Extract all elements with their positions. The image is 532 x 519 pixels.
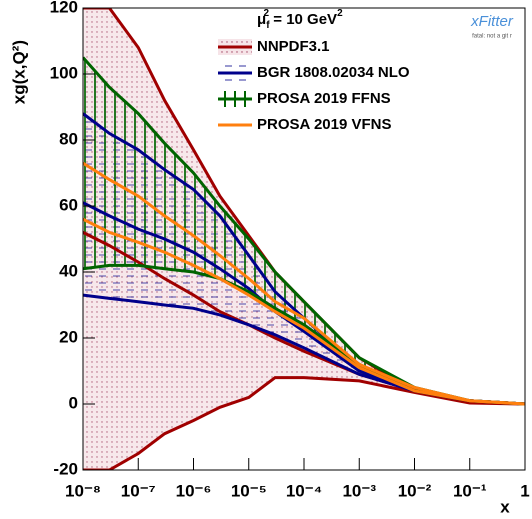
x-tick-label: 10⁻⁴ — [286, 481, 322, 500]
legend-label: NNPDF3.1 — [257, 38, 330, 55]
y-tick-label: 60 — [59, 195, 78, 214]
y-tick-label: 40 — [59, 261, 78, 280]
legend-label: PROSA 2019 FFNS — [257, 90, 391, 107]
x-tick-label: 10⁻² — [398, 481, 432, 500]
x-axis-label: x — [500, 497, 510, 516]
legend-title-part: = 10 GeV — [269, 11, 337, 28]
logo-subtitle: fatal: not a git r — [472, 34, 512, 40]
plot-area — [83, 8, 525, 470]
band-line — [83, 217, 525, 406]
legend-title-part: μ — [257, 11, 266, 28]
band-area — [83, 8, 525, 470]
legend-title-part: 2 — [337, 8, 343, 19]
band-line — [83, 161, 525, 406]
legend-title-part: 2 — [264, 8, 270, 19]
x-tick-label: 10⁻³ — [342, 481, 376, 500]
y-tick-label: -20 — [53, 459, 78, 478]
y-tick-label: 120 — [50, 0, 78, 16]
band-line — [83, 376, 525, 470]
legend-label: PROSA 2019 VFNS — [257, 116, 392, 133]
legend-label: BGR 1808.02034 NLO — [257, 64, 410, 81]
x-tick-label: 1 — [520, 481, 529, 500]
y-tick-label: 100 — [50, 63, 78, 82]
logo-title: xFitter — [470, 13, 514, 30]
y-tick-label: 80 — [59, 129, 78, 148]
x-tick-label: 10⁻⁸ — [65, 481, 101, 500]
band-area — [83, 57, 525, 404]
y-tick-label: 20 — [59, 327, 78, 346]
legend-title-part: f — [266, 20, 270, 31]
x-tick-label: 10⁻¹ — [453, 481, 487, 500]
x-tick-label: 10⁻⁵ — [231, 481, 267, 500]
y-axis-label: xg(x,Q²) — [9, 40, 28, 104]
y-tick-label: 0 — [69, 393, 78, 412]
x-tick-label: 10⁻⁷ — [121, 481, 156, 500]
legend-title: μf2 = 10 GeV2 — [257, 8, 343, 31]
x-tick-label: 10⁻⁶ — [176, 481, 212, 500]
